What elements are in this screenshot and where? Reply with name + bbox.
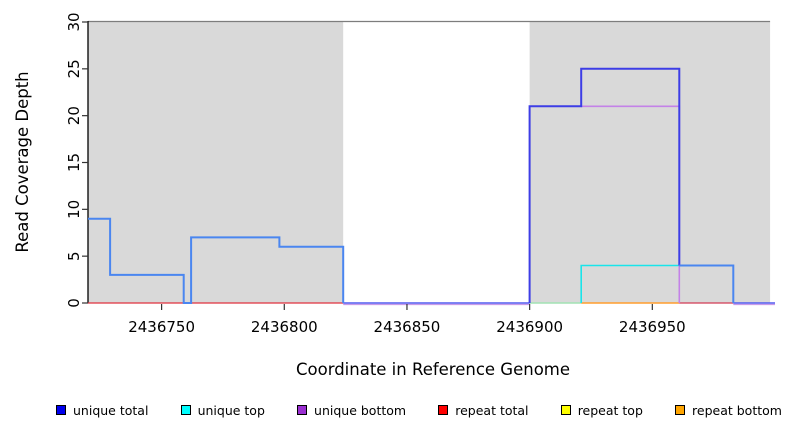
legend: unique total unique top unique bottom repea…	[0, 399, 792, 421]
y-tick-label: 15	[65, 153, 83, 172]
legend-swatch	[297, 405, 308, 415]
legend-swatch	[675, 405, 686, 415]
legend-label: unique total	[73, 402, 149, 418]
legend-item-repeat-top: repeat top	[560, 402, 643, 418]
legend-item-unique-top: unique top	[180, 402, 265, 418]
y-tick-label: 5	[65, 251, 83, 261]
legend-swatch	[438, 405, 449, 415]
y-tick-label: 20	[65, 106, 83, 125]
coverage-lines	[88, 67, 775, 306]
y-tick-label: 0	[65, 298, 83, 308]
legend-item-unique-bottom: unique bottom	[297, 403, 406, 418]
y-tick-label: 10	[65, 200, 83, 219]
unique-total-right-blue	[679, 264, 735, 303]
legend-swatch	[180, 405, 191, 415]
y-tick-label: 25	[65, 59, 83, 78]
legend-swatch	[560, 405, 571, 415]
legend-item-unique-total: unique total	[56, 403, 148, 418]
x-tick-label: 2436850	[374, 318, 441, 336]
y-tick-label: 30	[65, 12, 83, 31]
unique-total-right-violet	[528, 67, 681, 303]
legend-swatch	[56, 405, 66, 415]
x-axis: 2436750 2436800 2436850 2436900 2436950	[128, 304, 686, 336]
y-axis-title: Read Coverage Depth	[13, 71, 32, 252]
unique-total-left	[88, 217, 345, 304]
x-tick-label: 2436750	[128, 318, 195, 336]
x-tick-label: 2436800	[251, 318, 318, 336]
unique-top-step	[580, 264, 680, 303]
x-tick-label: 2436950	[619, 318, 686, 336]
repeat-region	[88, 22, 344, 303]
x-tick-label: 2436900	[496, 318, 563, 336]
legend-item-repeat-bottom: repeat bottom	[675, 403, 782, 418]
legend-item-repeat-total: repeat total	[438, 402, 529, 418]
x-axis-title: Coordinate in Reference Genome	[296, 360, 570, 379]
y-axis: 0 5 10 15 20 25 30	[65, 12, 88, 308]
repeat-region	[529, 22, 771, 303]
legend-label: repeat total	[455, 402, 529, 418]
legend-label: unique bottom	[314, 402, 407, 418]
legend-label: repeat bottom	[692, 402, 782, 418]
legend-label: repeat top	[577, 402, 643, 418]
legend-label: unique top	[197, 402, 265, 418]
